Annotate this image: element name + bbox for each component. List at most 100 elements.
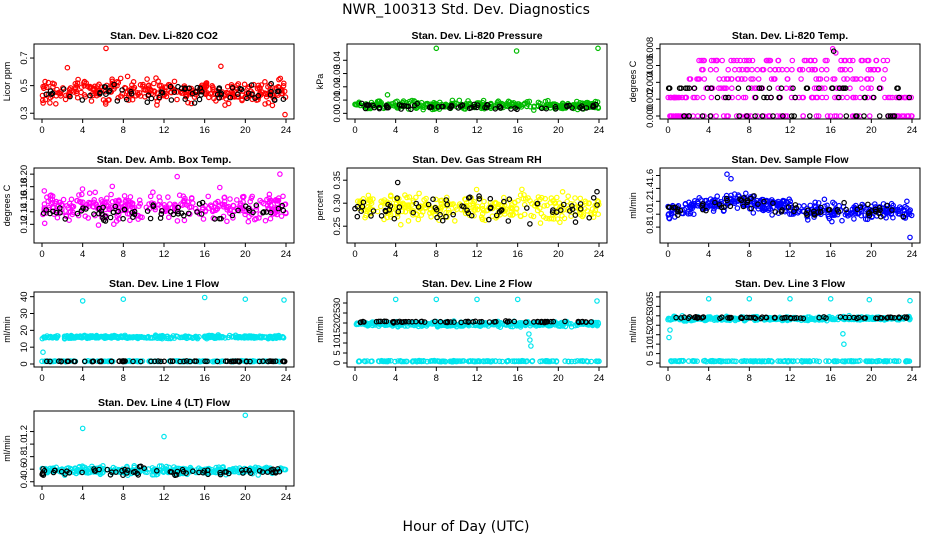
data-point	[175, 211, 182, 217]
panel-1-ylabel: Licor ppm	[2, 62, 12, 102]
panel-1-xtick-label: 8	[121, 125, 126, 136]
data-point	[710, 208, 717, 214]
data-point	[520, 195, 527, 202]
data-point	[707, 113, 714, 119]
data-point	[229, 212, 236, 219]
panel-3-xtick-label: 16	[825, 125, 836, 136]
data-point	[708, 57, 715, 64]
data-point	[264, 469, 271, 475]
data-point	[744, 199, 751, 206]
data-point	[223, 469, 230, 475]
data-point	[238, 334, 245, 341]
data-point	[202, 207, 209, 214]
panel-10-ytick-label: 1.0	[19, 437, 30, 450]
data-point	[352, 101, 359, 108]
data-point	[158, 358, 164, 365]
panel-5-series-2	[352, 179, 600, 227]
data-point	[95, 334, 102, 340]
data-point	[221, 198, 228, 205]
data-point	[127, 217, 133, 224]
data-point	[866, 113, 873, 119]
panel-4-series-1	[40, 171, 289, 228]
data-point	[404, 202, 411, 209]
data-point	[842, 314, 849, 321]
data-point	[903, 94, 909, 101]
data-point	[527, 198, 533, 204]
data-point	[168, 97, 175, 103]
data-point	[156, 94, 163, 101]
panel-7-ylabel: ml/min	[2, 316, 12, 343]
data-point	[707, 202, 713, 209]
panel-1-frame	[33, 43, 295, 120]
data-point	[699, 113, 706, 119]
data-point	[43, 358, 50, 365]
data-point	[192, 333, 199, 340]
panel-4-ytick-label: 0.18	[19, 177, 30, 196]
data-point	[474, 296, 480, 303]
data-point	[451, 218, 458, 224]
data-point	[123, 96, 130, 103]
data-point	[686, 113, 692, 119]
data-point	[691, 85, 698, 92]
data-point	[830, 199, 836, 206]
data-point	[246, 333, 253, 340]
data-point	[127, 194, 134, 200]
data-point	[103, 91, 109, 98]
panel-8-ytick-label: 15	[332, 328, 343, 339]
data-point	[721, 204, 727, 211]
data-point	[91, 197, 98, 203]
panel-5-ylabel: percent	[315, 190, 325, 221]
data-point	[867, 66, 874, 73]
panel-2-series-1	[352, 45, 602, 113]
panel-6-xtick-label: 4	[706, 249, 711, 260]
data-point	[751, 202, 758, 208]
data-point	[722, 94, 729, 101]
data-point	[818, 85, 825, 92]
data-point	[784, 76, 791, 82]
data-point	[406, 194, 413, 200]
data-point	[694, 113, 701, 119]
data-point	[108, 191, 114, 198]
data-point	[154, 102, 160, 108]
data-point	[96, 205, 103, 212]
data-point	[831, 113, 838, 119]
data-point	[849, 210, 856, 216]
data-point	[582, 198, 589, 205]
data-point	[841, 341, 847, 348]
data-point	[516, 322, 523, 328]
data-point	[147, 215, 154, 222]
data-point	[787, 198, 794, 205]
data-point	[742, 76, 748, 82]
data-point	[196, 96, 203, 103]
data-point	[711, 315, 718, 322]
data-point	[675, 208, 681, 215]
data-point	[394, 179, 401, 186]
data-point	[717, 315, 723, 322]
panel-2-series-2	[358, 100, 599, 113]
data-point	[111, 221, 117, 228]
data-point	[419, 209, 426, 215]
data-point	[517, 192, 524, 199]
data-point	[865, 76, 871, 82]
data-point	[908, 94, 915, 101]
data-point	[700, 358, 707, 364]
data-point	[868, 85, 874, 92]
data-point	[538, 105, 545, 112]
data-point	[124, 73, 131, 80]
panel-5-xtick-label: 20	[553, 249, 564, 260]
panel-1-xtick-label: 20	[240, 125, 251, 136]
panel-7-xtick-label: 16	[199, 373, 210, 384]
panel-3-xtick-label: 8	[747, 125, 752, 136]
data-point	[450, 211, 457, 218]
data-point	[569, 206, 576, 213]
data-point	[740, 94, 747, 101]
panel-7-series-1	[39, 294, 287, 356]
data-point	[104, 466, 111, 473]
data-point	[480, 97, 487, 104]
data-point	[105, 334, 112, 340]
data-point	[438, 200, 445, 207]
panel-2-xtick-label: 16	[512, 125, 523, 136]
data-point	[102, 101, 109, 107]
data-point	[471, 101, 478, 108]
data-point	[763, 314, 770, 321]
